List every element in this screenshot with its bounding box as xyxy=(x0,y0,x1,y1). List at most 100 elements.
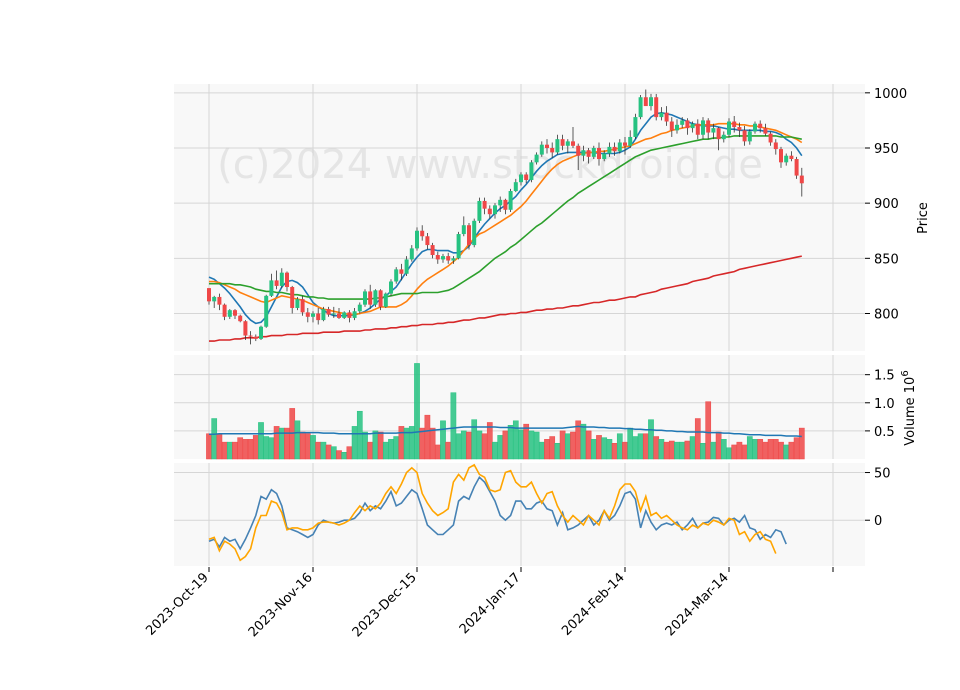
volume-tick-label: 1.5 xyxy=(874,369,895,384)
candle-body xyxy=(383,293,388,307)
volume-bar xyxy=(408,426,415,460)
price-tick-label: 800 xyxy=(874,307,899,322)
volume-bar xyxy=(772,439,779,460)
candle xyxy=(279,268,284,289)
candle-body xyxy=(409,248,414,260)
candle xyxy=(612,142,617,156)
candle-body xyxy=(576,145,581,156)
candle-body xyxy=(534,154,539,163)
volume-bar xyxy=(268,437,275,460)
volume-average-line xyxy=(209,425,802,438)
candle xyxy=(363,289,367,307)
candle xyxy=(326,306,331,317)
volume-bar xyxy=(440,420,446,460)
price-tick-label: 850 xyxy=(874,252,899,267)
candle xyxy=(212,295,217,308)
volume-bar xyxy=(299,431,306,460)
volume-bar xyxy=(590,439,597,460)
volume-bar xyxy=(247,439,254,460)
candle-body xyxy=(233,310,237,316)
volume-bar xyxy=(367,441,374,460)
candle-body xyxy=(222,304,227,317)
candle xyxy=(477,197,482,224)
candle xyxy=(305,307,310,323)
candle xyxy=(794,156,799,179)
volume-bar xyxy=(221,441,228,460)
candle xyxy=(368,284,373,310)
candle xyxy=(701,117,705,140)
volume-bar xyxy=(424,414,431,460)
candle-body xyxy=(784,155,789,163)
candle xyxy=(461,216,466,237)
volume-bar xyxy=(767,439,774,460)
volume-bar xyxy=(434,444,441,460)
candle-body xyxy=(685,120,690,129)
volume-bar xyxy=(596,435,602,460)
candle-body xyxy=(493,205,497,215)
volume-bar xyxy=(471,419,478,460)
candle-body xyxy=(399,269,404,274)
volume-bar xyxy=(216,433,223,460)
volume-bar xyxy=(601,437,608,460)
candle-body xyxy=(539,144,544,155)
candle-body xyxy=(253,336,258,339)
x-tick-label: 2024-Feb-14 xyxy=(559,570,628,639)
candle xyxy=(747,129,752,145)
candles xyxy=(207,89,804,345)
candle xyxy=(789,151,794,162)
x-axis: 2023-Oct-19 2023-Nov-16 2023-Dec-15 2024-Ja… xyxy=(143,567,834,640)
candle xyxy=(316,307,321,325)
candle xyxy=(633,113,638,140)
candle xyxy=(560,134,565,151)
volume-bar xyxy=(388,439,394,460)
volume-bar xyxy=(310,435,316,460)
volume-bar xyxy=(466,431,472,460)
volume-bar xyxy=(663,441,670,460)
volume-bar xyxy=(705,401,712,460)
candle-body xyxy=(701,120,705,135)
volume-bars xyxy=(206,363,805,460)
candle xyxy=(264,294,269,328)
candle-body xyxy=(690,123,695,129)
candle xyxy=(706,118,711,140)
volume-bar xyxy=(642,433,649,460)
candle xyxy=(711,123,716,140)
volume-bar xyxy=(377,431,384,460)
candle-body xyxy=(581,150,586,156)
price-panel-background xyxy=(174,84,865,351)
candle xyxy=(534,152,539,165)
candle xyxy=(451,256,456,264)
volume-axis-label: Volume 106 xyxy=(900,370,918,445)
candle-body xyxy=(207,288,211,302)
candle xyxy=(779,146,783,168)
volume-bar xyxy=(325,444,332,460)
oscillator-axis-ticks: 0 50 xyxy=(865,467,891,529)
candle xyxy=(607,142,612,157)
candle-body xyxy=(747,131,752,142)
volume-bar xyxy=(372,430,379,460)
candle xyxy=(508,188,513,212)
candle xyxy=(529,160,534,183)
volume-bar xyxy=(585,430,592,460)
candle-body xyxy=(279,272,284,286)
volume-bar xyxy=(746,436,753,460)
candle xyxy=(378,289,383,311)
candle xyxy=(259,325,263,340)
candle xyxy=(399,263,404,281)
candle-body xyxy=(243,321,248,336)
candle-body xyxy=(477,200,482,221)
candle-body xyxy=(248,335,253,337)
candle-body xyxy=(602,153,607,160)
candle-body xyxy=(794,159,799,176)
volume-bar xyxy=(502,430,509,460)
volume-bar xyxy=(232,441,238,460)
volume-bar xyxy=(258,422,264,460)
candle xyxy=(555,134,560,155)
candle-body xyxy=(331,313,336,315)
candle-body xyxy=(789,155,794,160)
candle xyxy=(347,310,352,323)
candle-body xyxy=(295,299,300,308)
candle-body xyxy=(316,313,321,321)
moving-average-line xyxy=(209,255,802,342)
candle-body xyxy=(513,182,518,192)
